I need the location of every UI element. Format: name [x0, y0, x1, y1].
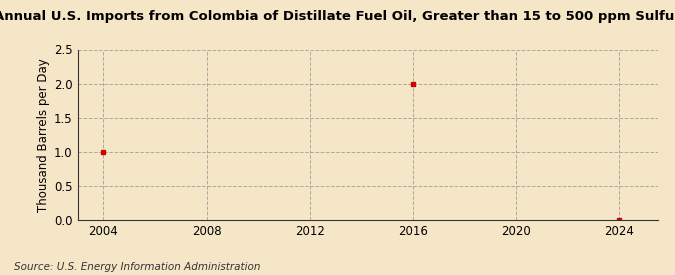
Y-axis label: Thousand Barrels per Day: Thousand Barrels per Day: [37, 58, 50, 212]
Text: Source: U.S. Energy Information Administration: Source: U.S. Energy Information Administ…: [14, 262, 260, 272]
Text: Annual U.S. Imports from Colombia of Distillate Fuel Oil, Greater than 15 to 500: Annual U.S. Imports from Colombia of Dis…: [0, 10, 675, 23]
